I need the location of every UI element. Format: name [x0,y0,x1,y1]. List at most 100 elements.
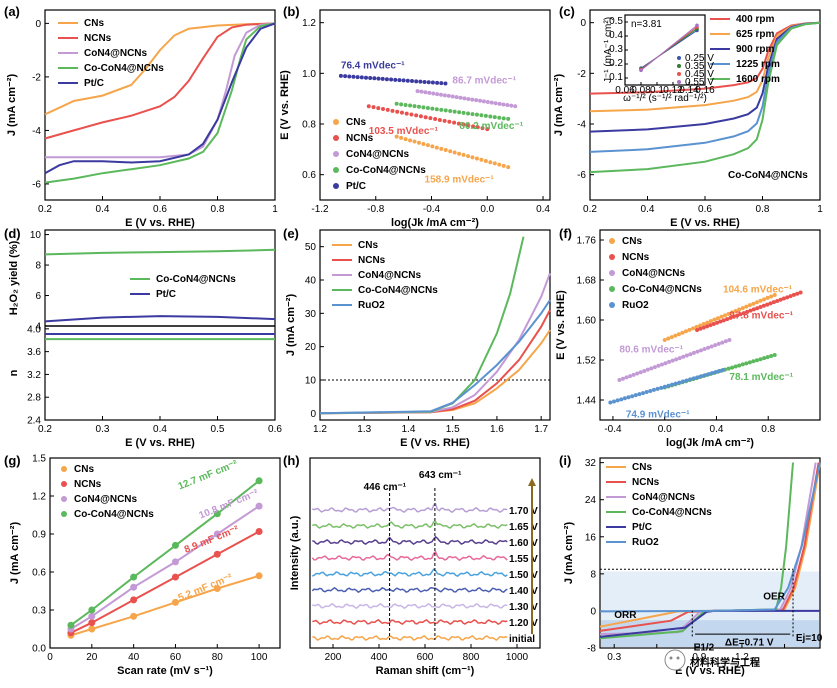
tafel-point-NCNs [466,123,471,128]
tafel-point-CNs [430,144,435,149]
tafel-point-NCNs [711,321,716,326]
x-axis-title: Scan rate (mV s⁻¹) [117,665,213,677]
tafel-point-CoN4@NCNs [458,95,463,100]
tafel-point-Co-CoN4@NCNs [754,358,759,363]
tafel-point-CoN4@NCNs [513,104,518,109]
y-tick-label: 0.6 [32,568,46,579]
inset-legend-label: 0.45 V [685,69,714,80]
x-axis-title: E (V vs. RHE) [675,665,745,677]
legend-label: NCNs [74,479,102,490]
x-axis-title: E (V vs. RHE) [670,217,740,229]
potential-label: 1.50 V [509,570,538,581]
series-line-NCNs [319,309,551,415]
tafel-point-NCNs [725,317,730,322]
tafel-point-NCNs [781,296,786,301]
tafel-point-CNs [399,135,404,140]
tafel-point-NCNs [480,126,485,131]
tafel-point-Co-CoN4@NCNs [421,105,426,110]
tafel-point-CoN4@NCNs [684,353,689,358]
panel-group: -0.4 0.0 0.4 0.8 1.44 1.52 1.60 1.68 1.76 log(Jk … [555,229,821,449]
tafel-point-CNs [416,140,421,145]
tafel-point-NCNs [791,292,796,297]
legend-label: Co-CoN4@NCNs [622,284,702,295]
tafel-point-Pt/C [430,80,435,85]
tafel-point-NCNs [399,110,404,115]
tafel-point-Pt/C [343,74,348,79]
data-point [88,625,96,633]
data-point [255,477,263,485]
tafel-point-Co-CoN4@NCNs [425,105,430,110]
legend-label: CNs [84,18,104,29]
legend-label: Pt/C [632,522,652,533]
x-tick-label: 1 [272,204,278,215]
tafel-point-CoN4@NCNs [478,98,483,103]
tafel-point-Pt/C [397,78,402,83]
series-line-NCNs [70,530,260,634]
tafel-point-CNs [452,150,457,155]
y-tick-label: 10 [30,230,42,241]
tafel-point-Co-CoN4@NCNs [430,106,435,111]
data-point [171,573,179,581]
data-point [130,596,138,604]
tafel-point-CNs [669,335,674,340]
y-tick-label: 1.76 [577,236,597,247]
y-tick-label: 2.8 [27,393,41,404]
tafel-point-Pt/C [410,79,414,84]
tafel-point-NCNs [414,113,419,118]
tafel-point-Co-CoN4@NCNs [497,115,502,120]
tafel-point-RuO2 [680,379,685,384]
plot-frame [49,457,281,649]
peak-label: 643 cm⁻¹ [419,470,462,481]
inset-point [695,23,699,28]
tafel-point-Pt/C [422,79,427,84]
tafel-point-RuO2 [673,381,678,386]
panel-label: (d) [4,226,21,241]
tafel-point-Pt/C [376,76,381,81]
legend-label: Pt/C [346,181,366,192]
tafel-point-CoN4@NCNs [497,101,502,106]
tafel-point-CoN4@NCNs [470,97,475,102]
tafel-point-NCNs [447,119,452,124]
tafel-point-Co-CoN4@NCNs [412,104,417,109]
tafel-point-NCNs [376,106,381,111]
tafel-point-NCNs [695,328,700,332]
panel-label: (b) [283,4,300,19]
legend-marker [609,302,615,308]
potential-label: 1.20 V [509,618,538,629]
tafel-point-RuO2 [608,400,613,405]
tafel-point-CNs [448,149,453,154]
y-tick-label: 4 [35,322,41,333]
x-tick-label: -0.4 [604,424,622,435]
raman-spectrum [312,602,508,610]
tafel-point-Pt/C [359,75,364,80]
tafel-point-RuO2 [677,380,682,385]
series-line-NCNs [44,22,276,140]
tafel-point-RuO2 [713,370,718,375]
delta-e-label: ΔE=0.71 V [725,638,774,649]
tafel-point-CoN4@NCNs [431,91,436,96]
capacitance-annotation: 10.8 mF cm⁻² [198,488,261,522]
potential-label: 1.65 V [509,522,538,533]
legend-label: RuO2 [632,537,659,548]
tafel-point-Pt/C [401,78,406,83]
x-axis-title: E (V vs. RHE) [400,437,470,449]
y-axis-title: J (mA cm⁻²) [553,74,565,137]
series-line-RuO2 [319,299,551,415]
x-tick-label: 1.6 [490,424,504,435]
x-axis-title: Raman shift (cm⁻¹) [376,665,475,677]
tafel-point-CNs [769,294,774,299]
tafel-point-NCNs [471,124,476,129]
potential-label: 1.30 V [509,602,538,613]
tafel-point-Co-CoN4@NCNs [448,109,453,114]
tafel-point-CoN4@NCNs [415,89,420,94]
tafel-point-NCNs [715,320,720,325]
x-tick-label: 0.3 [607,652,621,663]
tafel-point-Co-CoN4@NCNs [769,354,774,359]
data-point [255,527,263,535]
tafel-point-NCNs [755,306,760,311]
tafel-point-Co-CoN4@NCNs [403,102,408,107]
panel-group: 200 400 600 800 1000 Raman shift (cm⁻¹) Intens… [289,457,541,677]
tafel-point-CoN4@NCNs [702,347,707,352]
tafel-point-CoN4@NCNs [462,96,467,101]
tafel-point-Co-CoN4@NCNs [466,111,471,116]
